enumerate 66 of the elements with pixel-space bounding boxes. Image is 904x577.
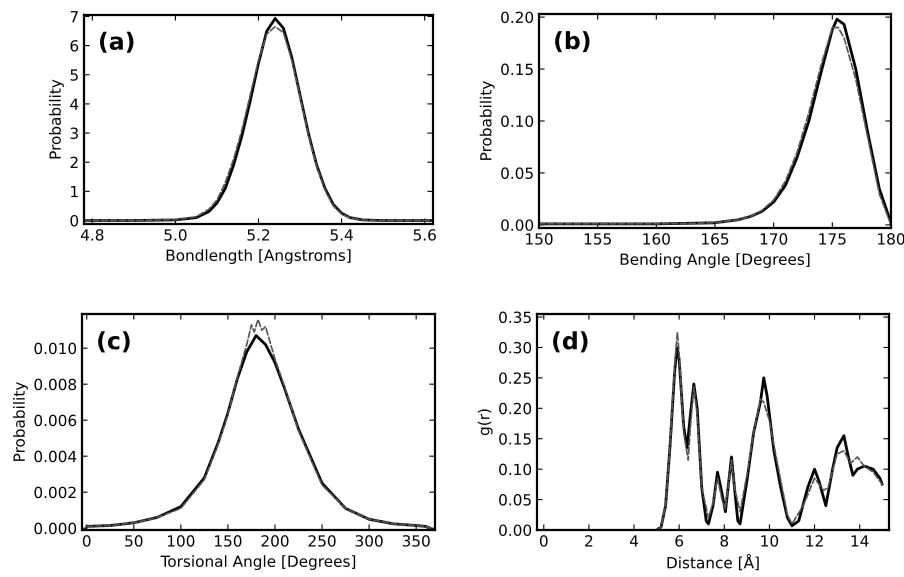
x-axis-title: Distance [Å] bbox=[667, 554, 759, 570]
x-tick-label: 175 bbox=[819, 233, 846, 245]
annotation: (d) bbox=[553, 331, 588, 352]
y-tick-label: 6 bbox=[70, 40, 78, 52]
x-tick-label: 155 bbox=[584, 233, 611, 245]
x-tick-label: 300 bbox=[356, 535, 383, 547]
y-tick-label: 0.10 bbox=[499, 464, 532, 476]
y-tick-label: 0.35 bbox=[499, 312, 531, 324]
y-tick-label: 0.10 bbox=[501, 115, 534, 128]
x-axis-title: Bending Angle [Degrees] bbox=[620, 253, 810, 268]
y-tick-label: 0.00 bbox=[501, 219, 534, 231]
y-tick-label: 0.20 bbox=[499, 402, 532, 414]
annotation: (b) bbox=[555, 31, 590, 52]
y-tick-label: 0.010 bbox=[34, 342, 76, 354]
y-tick-label: 0.004 bbox=[34, 450, 76, 462]
y-tick-label: 0.008 bbox=[34, 378, 76, 390]
x-tick-label: 8 bbox=[720, 535, 728, 547]
x-tick-label: 200 bbox=[262, 535, 289, 547]
x-tick-label: 160 bbox=[643, 233, 670, 245]
x-tick-label: 4.8 bbox=[80, 229, 104, 241]
x-tick-label: 50 bbox=[125, 535, 142, 547]
x-tick-label: 150 bbox=[215, 535, 242, 547]
x-tick-label: 250 bbox=[308, 535, 336, 547]
x-tick-label: 14 bbox=[852, 535, 869, 546]
x-tick-label: 0 bbox=[540, 535, 548, 547]
y-tick-label: 0.30 bbox=[499, 342, 532, 354]
x-tick-label: 5.6 bbox=[414, 229, 436, 241]
x-tick-label: 5.4 bbox=[330, 229, 353, 241]
y-tick-label: 4 bbox=[70, 98, 78, 110]
x-tick-label: 12 bbox=[806, 535, 823, 546]
y-tick-label: 0.25 bbox=[499, 372, 531, 384]
y-tick-label: 0.000 bbox=[34, 522, 76, 534]
y-tick-label: 0.00 bbox=[499, 524, 532, 536]
x-tick-label: 350 bbox=[402, 535, 430, 547]
x-axis-title: Torsional Angle [Degrees] bbox=[160, 555, 356, 570]
y-tick-label: 5 bbox=[70, 69, 78, 81]
y-tick-label: 3 bbox=[70, 128, 78, 140]
y-tick-label: 0.20 bbox=[501, 12, 534, 24]
x-tick-label: 150 bbox=[526, 233, 553, 245]
annotation: (c) bbox=[98, 331, 130, 352]
y-axis-title: Probability bbox=[13, 382, 28, 461]
y-tick-label: 0.002 bbox=[34, 486, 76, 498]
y-axis-title: g(r) bbox=[478, 409, 493, 436]
y-tick-label: 7 bbox=[70, 11, 78, 22]
x-tick-label: 6 bbox=[675, 535, 684, 547]
x-tick-label: 165 bbox=[702, 233, 728, 245]
x-tick-label: 5.2 bbox=[248, 229, 270, 241]
y-tick-label: 0.05 bbox=[499, 494, 531, 506]
x-tick-label: 100 bbox=[168, 535, 194, 547]
y-tick-label: 1 bbox=[71, 186, 78, 198]
x-tick-label: 4 bbox=[630, 535, 638, 546]
x-tick-label: 170 bbox=[760, 233, 788, 245]
x-tick-label: 10 bbox=[761, 535, 778, 547]
x-axis-title: Bondlength [Angstroms] bbox=[166, 249, 350, 264]
annotation: (a) bbox=[100, 32, 134, 53]
y-tick-label: 0.006 bbox=[34, 414, 76, 426]
y-tick-label: 0 bbox=[70, 214, 78, 227]
y-axis-title: Probability bbox=[49, 80, 64, 158]
y-tick-label: 0.15 bbox=[501, 64, 533, 76]
y-tick-label: 2 bbox=[70, 156, 78, 168]
y-tick-label: 0.15 bbox=[499, 433, 531, 445]
y-tick-label: 0.05 bbox=[501, 167, 533, 179]
x-tick-label: 0 bbox=[82, 535, 91, 547]
y-axis-title: Probability bbox=[480, 81, 495, 160]
x-tick-label: 2 bbox=[585, 535, 592, 546]
x-tick-label: 5.0 bbox=[164, 229, 187, 241]
